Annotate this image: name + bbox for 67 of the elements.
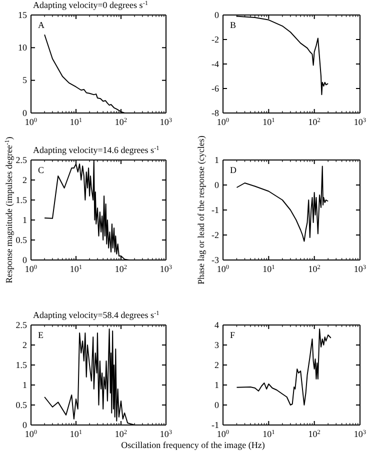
x-tick-label: 10$^{0}$ [216, 116, 230, 127]
x-tick-label: 10$^{1}$ [262, 264, 275, 274]
x-tick-label: 10$^{2}$ [114, 116, 128, 127]
y-tick-label: 0.5 [16, 400, 28, 410]
x-tick-label: 10$^{2}$ [308, 264, 320, 274]
annotation: D [230, 165, 237, 175]
y-tick-label: 1.5 [16, 360, 28, 370]
y-tick-label: 2.5 [16, 154, 28, 165]
y-tick-label: 2 [22, 174, 27, 185]
x-tick-label: 10$^{3}$ [354, 428, 366, 439]
chart-title: Adapting velocity=0 degrees s$^{-1}$ [33, 0, 148, 10]
x-tick-label: 10$^{3}$ [354, 264, 366, 274]
x-tick-label: 10$^{2}$ [308, 116, 320, 127]
annotation: A [38, 20, 45, 30]
x-tick-label: 10$^{3}$ [160, 428, 172, 439]
y-tick-label: 1 [22, 214, 27, 225]
y-tick-label: 0 [214, 10, 220, 20]
y-tick-label: 1 [214, 154, 219, 165]
x-tick-label: 10$^{3}$ [160, 116, 172, 127]
y-tick-label: 15 [18, 10, 28, 20]
y-tick-label: 4 [214, 320, 220, 330]
y-axis-title: Phase lag or lead of the response (cycles) [196, 136, 206, 284]
x-tick-label: 10$^{0}$ [24, 428, 38, 439]
annotation: C [38, 165, 44, 175]
annotation: F [230, 330, 236, 340]
x-axis-title: Oscillation frequency of the image (Hz) [121, 440, 265, 450]
x-tick-label: 10$^{2}$ [114, 428, 128, 439]
y-tick-label: -2 [212, 230, 219, 240]
chart-title: Adapting velocity=14.6 degrees s$^{-1}$ [33, 144, 160, 155]
y-tick-label: 2 [214, 360, 219, 370]
y-tick-label: -1 [212, 204, 219, 215]
x-tick-label: 10$^{1}$ [70, 264, 82, 274]
annotation: B [230, 20, 236, 30]
y-tick-label: 0 [214, 400, 220, 410]
x-tick-label: 10$^{1}$ [262, 116, 275, 127]
x-tick-label: 10$^{0}$ [216, 428, 230, 439]
y-tick-label: -4 [212, 58, 220, 69]
x-tick-label: 10$^{2}$ [114, 264, 128, 274]
chart-title: Adapting velocity=58.4 degrees s$^{-1}$ [33, 310, 160, 320]
y-tick-label: 0.5 [16, 234, 28, 245]
y-tick-label: -1 [212, 420, 219, 430]
y-tick-label: -6 [212, 83, 220, 94]
y-tick-label: 5 [22, 75, 28, 86]
y-tick-label: 1 [22, 380, 27, 390]
y-tick-label: 0 [22, 420, 28, 430]
x-tick-label: 10$^{3}$ [160, 264, 172, 274]
y-tick-label: 3 [214, 340, 220, 350]
x-tick-label: 10$^{1}$ [70, 428, 82, 439]
y-tick-label: -8 [212, 108, 220, 118]
x-tick-label: 10$^{2}$ [308, 428, 320, 439]
x-tick-label: 10$^{0}$ [24, 116, 38, 127]
x-tick-label: 10$^{1}$ [262, 428, 275, 439]
y-tick-label: 0 [22, 108, 28, 118]
x-tick-label: 10$^{1}$ [70, 116, 82, 127]
annotation: E [38, 330, 44, 340]
x-tick-label: 10$^{3}$ [354, 116, 366, 127]
y-tick-label: -3 [212, 254, 220, 265]
y-tick-label: 0 [214, 180, 220, 190]
y-tick-label: 2.5 [16, 320, 28, 330]
y-tick-label: 2 [22, 340, 27, 350]
y-tick-label: 0 [22, 254, 28, 265]
y-tick-label: 1 [214, 380, 219, 390]
x-tick-label: 10$^{0}$ [216, 264, 230, 274]
y-tick-label: -2 [212, 34, 219, 44]
y-tick-label: 10 [18, 42, 28, 53]
y-tick-label: 1.5 [16, 194, 28, 205]
x-tick-label: 10$^{0}$ [24, 264, 38, 274]
